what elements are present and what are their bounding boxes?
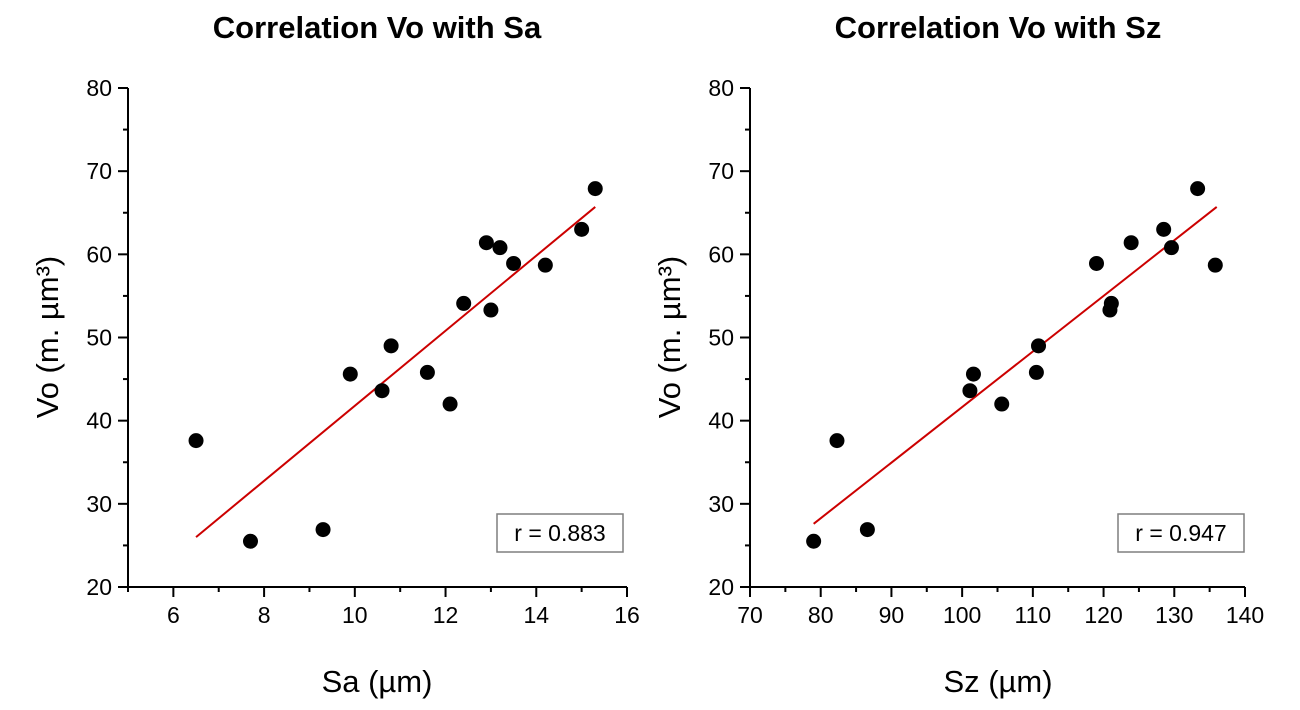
annotation-text: r = 0.947 [1135,520,1226,546]
data-point [419,364,435,380]
data-point [1156,221,1172,237]
data-point [1190,181,1206,197]
chart-title: Correlation Vo with Sz [835,10,1162,45]
data-point [1028,364,1044,380]
annotation-text: r = 0.883 [514,520,605,546]
correlation-annotation: r = 0.883 [496,513,624,553]
data-point [483,302,499,318]
x-tick-label: 100 [943,602,981,628]
x-tick-label: 8 [258,602,271,628]
data-point [829,433,845,449]
data-point [242,533,258,549]
data-point [342,366,358,382]
y-tick-label: 80 [708,75,734,101]
data-point [383,338,399,354]
data-point [859,522,875,538]
data-point [374,383,390,399]
x-tick-label: 16 [614,602,640,628]
x-axis-label: Sz (µm) [943,664,1052,699]
data-point [537,257,553,273]
data-point [1089,255,1104,271]
data-point [1031,338,1047,354]
x-tick-label: 140 [1226,602,1264,628]
chart-panel-sz: Correlation Vo with Sz Sz (µm) Vo (m. µm… [652,10,1264,699]
correlation-annotation: r = 0.947 [1117,513,1245,553]
x-tick-label: 120 [1084,602,1122,628]
x-tick-label: 14 [523,602,549,628]
y-tick-label: 30 [708,491,734,517]
y-axis-label: Vo (m. µm³) [652,256,687,419]
data-point [994,396,1010,412]
y-tick-label: 60 [86,241,112,267]
y-tick-label: 40 [708,408,734,434]
data-point [442,396,458,412]
y-tick-label: 20 [86,574,112,600]
y-tick-label: 80 [86,75,112,101]
x-tick-label: 12 [433,602,459,628]
marks-layer: 20 30 40 50 60 70 80 6 8 10 12 14 16 [86,75,639,628]
data-point [456,295,472,311]
fit-line [813,206,1218,525]
y-tick-label: 70 [708,158,734,184]
data-point [965,366,981,382]
x-tick-label: 70 [737,602,763,628]
x-tick-label: 110 [1015,602,1052,628]
x-tick-label: 10 [342,602,368,628]
data-point [1163,240,1179,256]
x-tick-label: 6 [167,602,180,628]
y-tick-label: 20 [708,574,734,600]
annotation-box [1117,513,1245,553]
x-tick-label: 80 [808,602,834,628]
data-point [188,433,204,449]
x-tick-label: 90 [879,602,905,628]
y-tick-label: 50 [86,325,112,351]
data-point [492,240,508,256]
data-point [315,522,331,538]
data-point [806,533,822,549]
data-point [587,181,603,197]
data-point [1103,295,1119,311]
data-point [478,235,494,251]
data-point [962,383,978,399]
data-point [1207,257,1223,273]
data-point [506,255,522,271]
y-tick-label: 70 [86,158,112,184]
y-axis-label: Vo (m. µm³) [30,256,65,419]
y-tick-label: 30 [86,491,112,517]
data-point [1123,235,1139,251]
fit-line [195,206,596,538]
marks-layer: 20 30 40 50 60 70 80 70 80 90 100 110 120 130 140 [708,75,1264,628]
chart-panel-sa: Correlation Vo with Sa Sa (µm) Vo (m. µm… [30,10,640,699]
data-point [574,221,590,237]
y-tick-label: 50 [708,325,734,351]
chart-title: Correlation Vo with Sa [213,10,542,45]
y-tick-label: 60 [708,241,734,267]
x-tick-label: 130 [1155,602,1193,628]
annotation-box [496,513,624,553]
y-tick-label: 40 [86,408,112,434]
x-axis-label: Sa (µm) [322,664,433,699]
